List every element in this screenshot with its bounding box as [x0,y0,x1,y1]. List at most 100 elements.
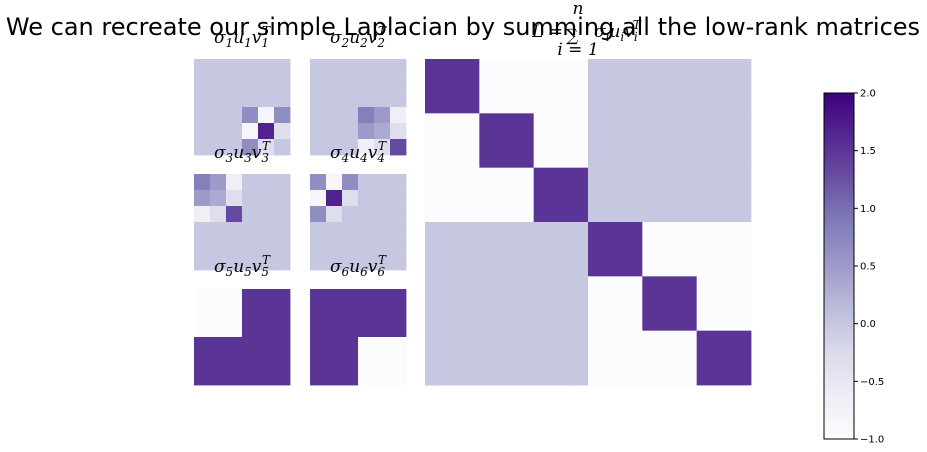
heatmap-cell-p5-r4-c5 [274,353,291,370]
heatmap-cell-p2-r3-c5 [390,107,407,124]
heatmap-cell-p4-r3-c1 [326,222,343,239]
heatmap-cell-p1-r1-c3 [242,75,259,92]
heatmap-cell-p4-r5-c2 [342,254,359,271]
heatmap-cell-p6-r4-c0 [310,353,327,370]
heatmap-cell-p5-r4-c3 [242,353,259,370]
heatmap-cell-p1-r4-c2 [226,123,243,140]
heatmap-cell-p1-r4-c0 [194,123,211,140]
heatmap-cell-p3-r0-c4 [258,174,275,191]
panel-2-title: σ2u2v2T [330,24,387,50]
heatmap-cell-p2-r5-c0 [310,139,327,156]
heatmap-cell-sum-r2-c2 [533,167,589,223]
heatmap-cell-p3-r5-c5 [274,254,291,271]
heatmap-cell-p5-r2-c0 [194,321,211,338]
heatmap-cell-p2-r4-c4 [374,123,391,140]
sum-title-rhs: σiuiviT [594,18,642,44]
heatmap-cell-p4-r4-c5 [390,238,407,255]
heatmap-cell-p5-r1-c2 [226,305,243,322]
heatmap-cell-sum-r2-c4 [642,167,698,223]
heatmap-cell-sum-r5-c2 [533,330,589,386]
heatmap-cell-p3-r4-c5 [274,238,291,255]
heatmap-cell-p5-r2-c2 [226,321,243,338]
heatmap-cell-p5-r0-c0 [194,289,211,306]
heatmap-cell-p2-r5-c2 [342,139,359,156]
heatmap-panel-1 [194,59,291,156]
heatmap-cell-sum-r3-c4 [642,222,698,277]
heatmap-cell-p2-r2-c0 [310,91,327,108]
heatmap-cell-p4-r5-c0 [310,254,327,271]
heatmap-cell-p1-r4-c3 [242,123,259,140]
heatmap-cell-sum-r0-c0 [425,59,480,114]
heatmap-cell-p2-r2-c4 [374,91,391,108]
heatmap-panel-2 [310,59,407,156]
heatmap-cell-p4-r0-c2 [342,174,359,191]
heatmap-cell-p1-r3-c1 [210,107,227,124]
heatmap-cell-sum-r3-c5 [696,222,752,277]
heatmap-cell-p5-r0-c2 [226,289,243,306]
heatmap-cell-p5-r5-c1 [210,369,227,386]
heatmap-cell-sum-r1-c3 [588,113,643,169]
heatmap-cell-p3-r4-c4 [258,238,275,255]
heatmap-cell-p3-r1-c1 [210,190,227,207]
heatmap-cell-p2-r1-c0 [310,75,327,92]
heatmap-cell-sum-r1-c0 [425,113,480,169]
heatmap-cell-p5-r3-c2 [226,337,243,354]
heatmap-cell-p6-r3-c2 [342,337,359,354]
heatmap-cell-p3-r2-c4 [258,206,275,223]
heatmap-cell-p4-r3-c0 [310,222,327,239]
heatmap-laplacian-sum [425,59,752,386]
heatmap-cell-p4-r1-c2 [342,190,359,207]
heatmap-cell-p2-r2-c1 [326,91,343,108]
colorbar-tick-label: −0.5 [860,377,884,388]
heatmap-cell-p3-r5-c4 [258,254,275,271]
heatmap-cell-p3-r3-c2 [226,222,243,239]
sum-lower-limit: i = 1 [557,40,598,60]
heatmap-cell-p5-r0-c4 [258,289,275,306]
heatmap-cell-p1-r1-c5 [274,75,291,92]
heatmap-cell-p5-r3-c3 [242,337,259,354]
heatmap-cell-p5-r3-c5 [274,337,291,354]
heatmap-cell-sum-r3-c0 [425,222,480,277]
heatmap-cell-p2-r0-c3 [358,59,375,76]
heatmap-cell-p5-r5-c4 [258,369,275,386]
heatmap-cell-sum-r0-c2 [533,59,589,114]
heatmap-cell-p6-r5-c2 [342,369,359,386]
heatmap-cell-p1-r5-c4 [258,139,275,156]
heatmap-cell-p3-r3-c3 [242,222,259,239]
heatmap-cell-sum-r2-c5 [696,167,752,223]
heatmap-cell-p1-r4-c1 [210,123,227,140]
heatmap-cell-p5-r4-c0 [194,353,211,370]
heatmap-cell-p5-r1-c0 [194,305,211,322]
heatmap-cell-p6-r2-c0 [310,321,327,338]
heatmap-cell-sum-r3-c1 [479,222,535,277]
heatmap-cell-p4-r4-c1 [326,238,343,255]
colorbar-tick-label: 1.5 [860,146,876,157]
heatmap-panel-6 [310,289,407,386]
sum-sigma-symbol: ∑ [566,26,578,46]
heatmap-cell-p6-r2-c5 [390,321,407,338]
heatmap-cell-p2-r4-c5 [390,123,407,140]
heatmap-cell-p1-r2-c1 [210,91,227,108]
heatmap-cell-p3-r5-c1 [210,254,227,271]
heatmap-cell-p6-r0-c3 [358,289,375,306]
heatmap-cell-p2-r5-c3 [358,139,375,156]
heatmap-cell-p6-r3-c5 [390,337,407,354]
heatmap-cell-p4-r5-c5 [390,254,407,271]
heatmap-cell-p3-r5-c3 [242,254,259,271]
heatmap-cell-p2-r1-c5 [390,75,407,92]
heatmap-cell-p2-r4-c1 [326,123,343,140]
heatmap-cell-p5-r2-c5 [274,321,291,338]
heatmap-cell-sum-r4-c3 [588,276,643,332]
heatmap-cell-p6-r5-c0 [310,369,327,386]
heatmap-cell-p1-r5-c3 [242,139,259,156]
heatmap-cell-p2-r0-c4 [374,59,391,76]
heatmap-cell-p1-r1-c2 [226,75,243,92]
heatmap-cell-sum-r3-c3 [588,222,643,277]
heatmap-cell-p2-r2-c2 [342,91,359,108]
heatmap-cell-p6-r5-c4 [374,369,391,386]
heatmap-cell-p5-r2-c3 [242,321,259,338]
heatmap-cell-p2-r2-c5 [390,91,407,108]
heatmap-cell-p5-r0-c3 [242,289,259,306]
heatmap-cell-p6-r2-c2 [342,321,359,338]
